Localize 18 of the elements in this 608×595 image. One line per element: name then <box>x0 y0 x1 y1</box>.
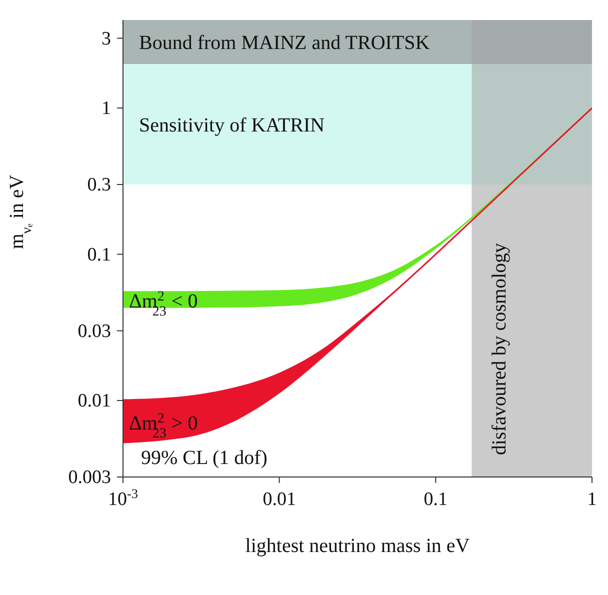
x-axis-title: lightest neutrino mass in eV <box>245 535 470 557</box>
y-tick-label: 0.01 <box>78 390 111 412</box>
y-tick-label: 0.003 <box>68 467 111 488</box>
series-label: Δm$^{2}$$_{23}$ < 0 <box>129 289 198 320</box>
series-label: Δm$^{2}$$_{23}$ > 0 <box>129 410 198 441</box>
y-tick-label: 0.3 <box>87 174 111 196</box>
y-tick-label: 0.1 <box>87 244 111 266</box>
band-label: Bound from MAINZ and TROITSK <box>139 32 430 54</box>
x-tick-label: 1 <box>587 489 597 510</box>
y-tick-label: 3 <box>102 28 111 50</box>
band-label: disfavoured by cosmology <box>488 242 510 456</box>
x-tick-label: 10$^{-3}$ <box>108 486 138 510</box>
band-label: Sensitivity of KATRIN <box>139 114 325 136</box>
annotation: 99% CL (1 dof) <box>141 447 268 470</box>
x-tick-label: 0.01 <box>262 489 296 510</box>
x-tick-label: 0.1 <box>424 489 448 510</box>
y-tick-label: 0.03 <box>78 320 111 342</box>
y-tick-label: 1 <box>102 98 111 120</box>
